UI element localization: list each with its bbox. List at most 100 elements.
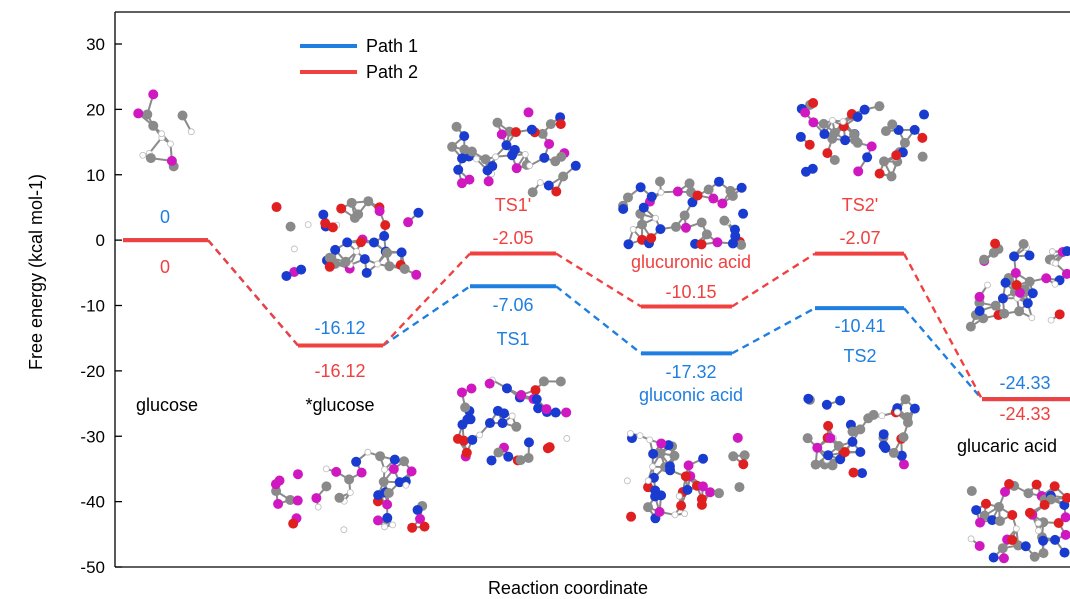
- molecule-star-glucose-top-atom: [271, 202, 282, 213]
- molecule-ts2p-atom: [839, 118, 847, 125]
- y-tick-label-8: -50: [80, 558, 105, 577]
- molecule-ts2p-atom: [807, 163, 818, 174]
- molecule-glucuronic-atom: [701, 229, 712, 240]
- molecule-ts1-atom: [550, 407, 561, 418]
- molecule-star-glucose-top-atom: [318, 209, 329, 220]
- molecule-star-glucose-bottom-atom: [406, 466, 417, 477]
- molecule-ts1p-atom: [521, 150, 529, 158]
- molecule-ts2p-atom: [862, 152, 873, 163]
- molecule-ts2-atom: [810, 459, 821, 470]
- label-path1-2: -7.06: [492, 295, 533, 315]
- molecule-glucaric-bottom-atom: [980, 498, 991, 509]
- molecule-glucaric-top-atom: [1014, 306, 1025, 317]
- molecule-ts1p-atom: [459, 144, 470, 155]
- molecule-star-glucose-bottom-atom: [378, 476, 389, 487]
- molecule-ts2p-atom: [840, 135, 851, 146]
- molecule-glucaric-bottom-atom: [1059, 547, 1070, 558]
- molecule-ts1p-atom: [492, 153, 499, 161]
- y-tick-label-3: 0: [96, 231, 105, 250]
- label-path1-4: -10.41: [834, 316, 885, 336]
- y-tick-label-7: -40: [80, 493, 105, 512]
- molecule-ts1-atom: [523, 452, 534, 463]
- molecule-star-glucose-bottom-atom: [381, 523, 388, 531]
- molecule-star-glucose-top-atom: [403, 217, 414, 228]
- molecule-star-glucose-bottom-atom: [340, 526, 348, 534]
- molecule-gluconic-atom: [643, 502, 654, 513]
- molecule-star-glucose-top-atom: [324, 252, 335, 263]
- molecule-ts2p-atom: [818, 118, 829, 129]
- molecule-glucaric-bottom-atom: [1060, 512, 1070, 523]
- molecule-glucaric-bottom: [966, 478, 1070, 564]
- molecule-ts1-atom: [508, 412, 516, 420]
- molecule-gluconic-atom: [671, 511, 679, 519]
- molecule-glucaric-bottom-atom: [1007, 509, 1018, 520]
- molecule-gluconic-atom: [696, 499, 707, 510]
- molecule-star-glucose-top-atom: [359, 254, 370, 265]
- molecule-ts2p-atom: [919, 109, 930, 120]
- molecule-glucose-atom: [142, 109, 153, 120]
- connector-path1-1: [207, 239, 299, 347]
- state-ts1: TS1: [496, 329, 529, 349]
- molecule-ts1-atom: [523, 437, 534, 448]
- molecule-ts2p-atom: [874, 101, 885, 112]
- molecule-ts1-atom: [460, 402, 471, 413]
- connector-path2-3: [555, 252, 642, 308]
- molecule-ts1-atom: [530, 385, 541, 396]
- molecule-glucaric-bottom-atom: [1007, 535, 1018, 546]
- molecule-ts2-atom: [878, 440, 889, 451]
- molecule-glucuronic-atom: [618, 203, 629, 214]
- molecule-star-glucose-bottom-atom: [273, 498, 284, 509]
- connector-path1-4: [731, 307, 816, 355]
- molecule-ts2-atom: [847, 436, 858, 447]
- molecule-ts1-atom: [542, 443, 553, 454]
- connector-path2-1: [207, 239, 299, 347]
- molecule-ts1p-atom: [487, 161, 498, 172]
- molecule-glucaric-bottom-atom: [1060, 529, 1070, 540]
- molecule-ts1p-atom: [480, 154, 491, 165]
- molecule-ts1p-atom: [527, 187, 538, 198]
- molecule-glucaric-top-atom: [1018, 239, 1029, 250]
- molecule-glucaric-bottom-atom: [971, 505, 982, 516]
- molecule-star-glucose-top-atom: [382, 247, 393, 258]
- molecule-ts1-atom: [531, 394, 542, 405]
- molecule-glucuronic-atom: [635, 182, 646, 193]
- state-labels: glucose *glucose TS1' TS1 glucuronic aci…: [136, 195, 1057, 456]
- molecule-glucose-atom: [158, 130, 165, 138]
- molecule-glucuronic-atom: [708, 193, 719, 204]
- molecule-gluconic-atom: [649, 463, 656, 471]
- molecule-ts2p-atom: [886, 171, 897, 182]
- molecule-ts2-atom: [835, 395, 846, 406]
- molecule-ts1: [452, 376, 572, 466]
- molecule-gluconic-atom: [697, 481, 708, 492]
- molecule-glucaric-bottom-atom: [1050, 534, 1061, 545]
- molecule-star-glucose-bottom-atom: [412, 504, 423, 515]
- molecule-ts2p-atom: [899, 137, 910, 148]
- molecule-star-glucose-top-atom: [399, 263, 410, 274]
- molecule-star-glucose-bottom-atom: [311, 493, 322, 504]
- molecule-ts2-atom: [857, 468, 868, 479]
- molecule-ts1p-atom: [558, 171, 569, 182]
- molecule-star-glucose-top-atom: [353, 209, 364, 220]
- molecule-ts2p-atom: [822, 148, 833, 159]
- molecule-glucaric-bottom-atom: [967, 535, 975, 543]
- molecule-ts1-atom: [555, 376, 566, 387]
- molecule-glucuronic-atom: [652, 214, 659, 222]
- molecule-gluconic-atom: [650, 485, 661, 496]
- molecule-glucose-atom: [133, 108, 144, 119]
- molecule-ts1p-atom: [523, 107, 534, 118]
- molecule-glucaric-top-atom: [1024, 250, 1035, 261]
- molecule-glucose-atom: [145, 153, 156, 164]
- molecule-star-glucose-top-atom: [363, 196, 374, 207]
- molecule-glucaric-top-atom: [1011, 280, 1022, 291]
- molecule-star-glucose-bottom-atom: [351, 456, 362, 467]
- molecule-glucuronic-atom: [646, 191, 657, 202]
- molecule-ts1p-atom: [526, 124, 537, 135]
- molecule-glucaric-top-atom: [1048, 248, 1056, 255]
- y-tick-label-4: -10: [80, 297, 105, 316]
- molecule-ts1p-atom: [451, 121, 462, 132]
- connector-path2-2: [382, 252, 471, 347]
- molecule-star-glucose-bottom-atom: [373, 490, 384, 501]
- molecule-ts1-atom: [466, 383, 477, 394]
